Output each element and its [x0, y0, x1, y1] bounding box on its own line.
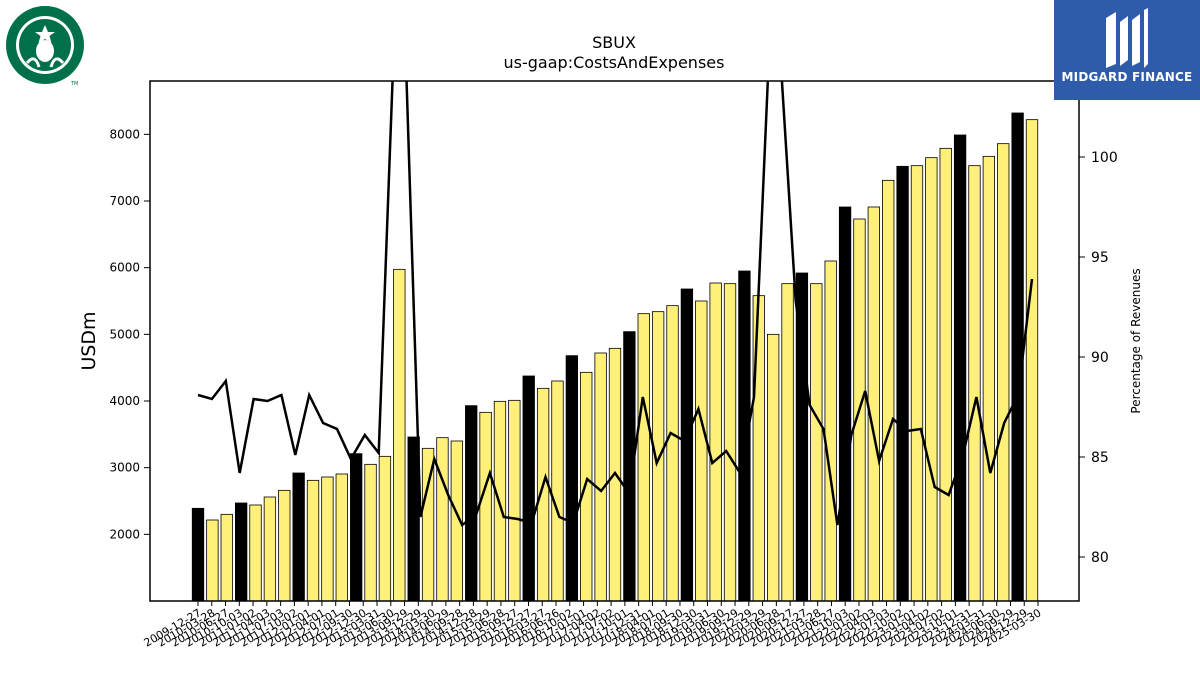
bar-quarter [378, 455, 392, 602]
bar-annual [953, 134, 967, 602]
bar-annual [191, 507, 205, 602]
y-tick-label: 4000 [109, 394, 140, 408]
bar-quarter [939, 147, 952, 602]
bar-annual [522, 375, 535, 602]
plot-frame [149, 80, 1080, 602]
bar-quarter [263, 496, 277, 602]
bar-quarter [551, 380, 564, 602]
bar-quarter [393, 268, 406, 602]
bar-quarter [709, 282, 722, 602]
bar-annual [292, 472, 305, 602]
y-tick-label: 6000 [109, 261, 140, 275]
y-tick-label: 7000 [109, 194, 140, 208]
midgard-finance-wordmark: MIDGARD FINANCE [1061, 70, 1193, 84]
bar-quarter [882, 179, 895, 602]
bar-annual [896, 165, 909, 602]
chart-subtitle: us-gaap:CostsAndExpenses [504, 53, 725, 72]
midgard-emblem-icon [1106, 8, 1148, 68]
bar-quarter [508, 399, 521, 602]
bar-annual [838, 206, 852, 602]
bar-quarter [910, 165, 924, 602]
y-tick-label: 5000 [109, 327, 140, 341]
bar-annual [234, 502, 248, 602]
bar-quarter [206, 519, 219, 602]
bar-quarter [867, 206, 880, 602]
bar-quarter [968, 165, 981, 602]
bar-quarter [810, 283, 823, 602]
bar-quarter [982, 155, 996, 602]
bar-annual [680, 288, 694, 602]
bar-quarter [695, 300, 708, 602]
starbucks-logo-icon: TM [5, 5, 85, 87]
bar-quarter [723, 283, 737, 602]
bar-quarter [306, 479, 320, 602]
bar-quarter [925, 157, 938, 602]
percentage-line [197, 81, 1034, 527]
trademark-mark: TM [70, 81, 78, 85]
bar-quarter [637, 313, 650, 602]
bar-quarter [479, 411, 492, 602]
bar-quarter [321, 476, 334, 602]
bar-quarter [249, 504, 262, 602]
y2-tick-label: 90 [1091, 350, 1109, 366]
bar-quarter [364, 463, 377, 602]
y-axis-left: 2000 3000 4000 5000 6000 7000 8000 [109, 127, 150, 541]
bar-quarter [824, 260, 837, 602]
bar-quarter [666, 305, 679, 602]
y2-axis-label: Percentage of Revenues [1129, 268, 1143, 413]
bar-quarter [752, 295, 765, 602]
bar-annual [738, 270, 751, 602]
bar-annual [565, 355, 579, 602]
bar-quarter [1025, 119, 1039, 602]
x-axis: 2009-12-272010-03-282010-06-272010-10-03… [142, 601, 1044, 650]
bar-quarter [436, 437, 449, 602]
y-axis-label: USDm [78, 311, 100, 370]
bar-quarter [278, 489, 291, 602]
bar-quarter [335, 473, 348, 602]
y-axis-right: 80 85 90 95 100 [1079, 150, 1118, 566]
bar-quarter [997, 143, 1010, 602]
midgard-finance-logo: MIDGARD FINANCE [1054, 0, 1200, 100]
y2-tick-label: 100 [1091, 150, 1118, 166]
bar-annual [350, 453, 363, 602]
bar-quarter [781, 283, 794, 602]
bar-series [191, 112, 1039, 602]
chart-title: SBUX [592, 33, 636, 52]
y2-tick-label: 80 [1091, 550, 1109, 566]
y2-tick-label: 95 [1091, 250, 1109, 266]
bar-annual [465, 405, 478, 602]
y-tick-label: 3000 [109, 461, 140, 475]
bar-quarter [580, 371, 593, 602]
y-tick-label: 8000 [109, 127, 140, 141]
bar-quarter [594, 352, 607, 602]
bar-quarter [767, 333, 780, 602]
bar-quarter [220, 513, 233, 602]
y2-tick-label: 85 [1091, 450, 1109, 466]
y-tick-label: 2000 [109, 527, 140, 541]
